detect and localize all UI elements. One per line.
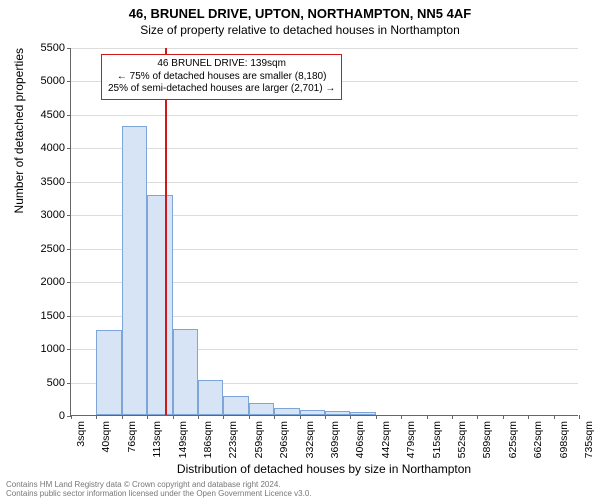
x-tick-mark	[325, 415, 326, 419]
y-tick-label: 5500	[41, 42, 65, 54]
x-tick-mark	[96, 415, 97, 419]
x-tick-label: 442sqm	[380, 421, 392, 458]
x-tick-mark	[579, 415, 580, 419]
property-marker-line	[165, 48, 167, 415]
y-tick-label: 4500	[41, 109, 65, 121]
x-tick-mark	[249, 415, 250, 419]
x-tick-label: 149sqm	[177, 421, 189, 458]
y-tick-label: 1000	[41, 343, 65, 355]
x-axis-label: Distribution of detached houses by size …	[70, 462, 578, 476]
x-tick-label: 735sqm	[583, 421, 595, 458]
x-tick-label: 515sqm	[431, 421, 443, 458]
y-tick-mark	[67, 182, 71, 183]
plot-surface: 0500100015002000250030003500400045005000…	[70, 48, 578, 416]
x-tick-label: 625sqm	[507, 421, 519, 458]
annotation-line: 46 BRUNEL DRIVE: 139sqm	[108, 58, 335, 71]
y-axis-label-text: Number of detached properties	[12, 48, 26, 213]
x-tick-label: 3sqm	[75, 421, 87, 447]
y-tick-mark	[67, 349, 71, 350]
chart-title-main: 46, BRUNEL DRIVE, UPTON, NORTHAMPTON, NN…	[0, 0, 600, 21]
x-tick-mark	[71, 415, 72, 419]
x-tick-label: 662sqm	[532, 421, 544, 458]
histogram-bar	[223, 396, 248, 415]
x-tick-label: 40sqm	[100, 421, 112, 453]
histogram-bar	[274, 408, 299, 415]
x-tick-label: 186sqm	[202, 421, 214, 458]
y-tick-mark	[67, 249, 71, 250]
x-tick-mark	[477, 415, 478, 419]
footer-line-1: Contains HM Land Registry data © Crown c…	[6, 480, 312, 489]
x-tick-label: 76sqm	[126, 421, 138, 453]
x-tick-mark	[452, 415, 453, 419]
x-tick-mark	[528, 415, 529, 419]
footer-line-2: Contains public sector information licen…	[6, 489, 312, 498]
y-tick-mark	[67, 48, 71, 49]
chart-plot-area: 0500100015002000250030003500400045005000…	[70, 48, 578, 416]
y-tick-mark	[67, 148, 71, 149]
x-tick-mark	[223, 415, 224, 419]
y-tick-label: 2000	[41, 276, 65, 288]
y-tick-label: 2500	[41, 243, 65, 255]
histogram-bar	[350, 412, 375, 415]
histogram-bar	[173, 329, 198, 415]
y-tick-label: 3000	[41, 209, 65, 221]
y-tick-mark	[67, 316, 71, 317]
histogram-bar	[96, 330, 121, 415]
x-tick-mark	[554, 415, 555, 419]
y-tick-label: 0	[59, 410, 65, 422]
x-tick-mark	[173, 415, 174, 419]
y-axis-label: Number of detached properties	[12, 0, 26, 232]
x-tick-label: 296sqm	[278, 421, 290, 458]
annotation-line: 25% of semi-detached houses are larger (…	[108, 83, 335, 96]
y-tick-mark	[67, 215, 71, 216]
x-tick-mark	[122, 415, 123, 419]
x-tick-mark	[427, 415, 428, 419]
x-tick-label: 223sqm	[227, 421, 239, 458]
y-tick-mark	[67, 282, 71, 283]
x-tick-label: 698sqm	[558, 421, 570, 458]
y-tick-mark	[67, 115, 71, 116]
annotation-box: 46 BRUNEL DRIVE: 139sqm← 75% of detached…	[101, 54, 342, 100]
x-tick-mark	[376, 415, 377, 419]
gridline	[71, 115, 578, 116]
x-tick-label: 552sqm	[456, 421, 468, 458]
histogram-bar	[300, 410, 325, 415]
x-tick-mark	[350, 415, 351, 419]
x-tick-label: 259sqm	[253, 421, 265, 458]
histogram-bar	[325, 411, 350, 415]
x-tick-mark	[274, 415, 275, 419]
footer-attribution: Contains HM Land Registry data © Crown c…	[6, 480, 312, 498]
x-tick-mark	[401, 415, 402, 419]
x-tick-label: 369sqm	[329, 421, 341, 458]
y-tick-mark	[67, 383, 71, 384]
gridline	[71, 48, 578, 49]
y-tick-label: 1500	[41, 310, 65, 322]
y-tick-label: 3500	[41, 176, 65, 188]
x-tick-mark	[198, 415, 199, 419]
x-tick-label: 113sqm	[151, 421, 163, 458]
x-tick-mark	[147, 415, 148, 419]
y-tick-label: 500	[47, 377, 65, 389]
y-tick-label: 5000	[41, 75, 65, 87]
x-tick-label: 332sqm	[304, 421, 316, 458]
histogram-bar	[198, 380, 223, 415]
x-tick-mark	[503, 415, 504, 419]
x-tick-label: 479sqm	[405, 421, 417, 458]
histogram-bar	[122, 126, 147, 415]
histogram-bar	[147, 195, 172, 415]
chart-title-sub: Size of property relative to detached ho…	[0, 21, 600, 41]
x-tick-label: 406sqm	[354, 421, 366, 458]
y-tick-mark	[67, 81, 71, 82]
y-tick-label: 4000	[41, 142, 65, 154]
annotation-line: ← 75% of detached houses are smaller (8,…	[108, 71, 335, 84]
x-tick-mark	[300, 415, 301, 419]
x-tick-label: 589sqm	[481, 421, 493, 458]
histogram-bar	[249, 403, 274, 415]
